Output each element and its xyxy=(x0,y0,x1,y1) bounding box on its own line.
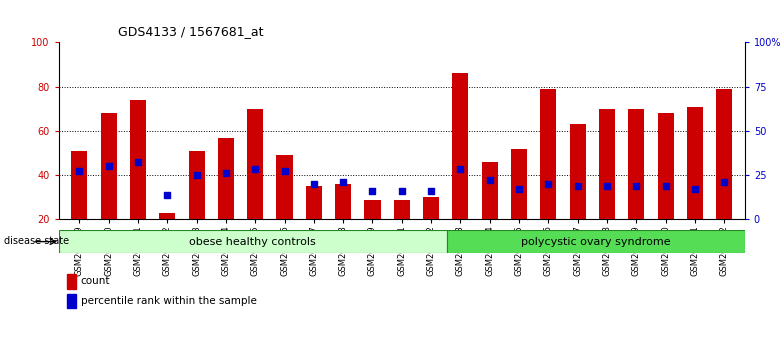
Text: count: count xyxy=(81,276,111,286)
Point xyxy=(601,183,613,189)
Bar xyxy=(423,198,439,219)
Bar xyxy=(218,138,234,219)
Point xyxy=(307,181,320,187)
Bar xyxy=(599,109,615,219)
FancyBboxPatch shape xyxy=(447,230,745,253)
Bar xyxy=(570,124,586,219)
Point xyxy=(454,166,466,171)
Point xyxy=(513,185,525,191)
Text: polycystic ovary syndrome: polycystic ovary syndrome xyxy=(521,236,670,247)
Point xyxy=(249,166,262,171)
Point xyxy=(132,159,144,165)
Bar xyxy=(277,155,292,219)
Point xyxy=(425,188,437,194)
Point xyxy=(103,164,115,169)
Bar xyxy=(628,109,644,219)
Bar xyxy=(717,89,732,219)
Point xyxy=(220,170,232,176)
Point xyxy=(337,179,350,185)
Bar xyxy=(540,89,557,219)
Text: percentile rank within the sample: percentile rank within the sample xyxy=(81,296,256,306)
Bar xyxy=(481,162,498,219)
Point xyxy=(484,177,496,183)
Point xyxy=(688,185,701,191)
Bar xyxy=(130,100,146,219)
Bar xyxy=(159,213,176,219)
Point xyxy=(572,183,584,189)
Point xyxy=(659,183,672,189)
FancyBboxPatch shape xyxy=(59,230,447,253)
Point xyxy=(718,179,731,185)
Bar xyxy=(335,184,351,219)
Bar xyxy=(365,200,380,219)
Point xyxy=(366,188,379,194)
Point xyxy=(191,172,203,178)
Bar xyxy=(247,109,263,219)
Bar xyxy=(306,186,322,219)
Bar xyxy=(658,113,673,219)
Bar xyxy=(100,113,117,219)
Point xyxy=(73,168,85,174)
Point xyxy=(161,192,173,198)
Point xyxy=(630,183,643,189)
Text: obese healthy controls: obese healthy controls xyxy=(189,236,316,247)
Bar xyxy=(452,73,469,219)
Text: GDS4133 / 1567681_at: GDS4133 / 1567681_at xyxy=(118,25,263,38)
Bar xyxy=(71,151,87,219)
Bar xyxy=(511,149,527,219)
Bar xyxy=(394,200,410,219)
Point xyxy=(542,181,554,187)
Point xyxy=(395,188,408,194)
Point xyxy=(278,168,291,174)
Bar xyxy=(687,107,703,219)
Text: disease state: disease state xyxy=(4,236,69,246)
Bar xyxy=(188,151,205,219)
